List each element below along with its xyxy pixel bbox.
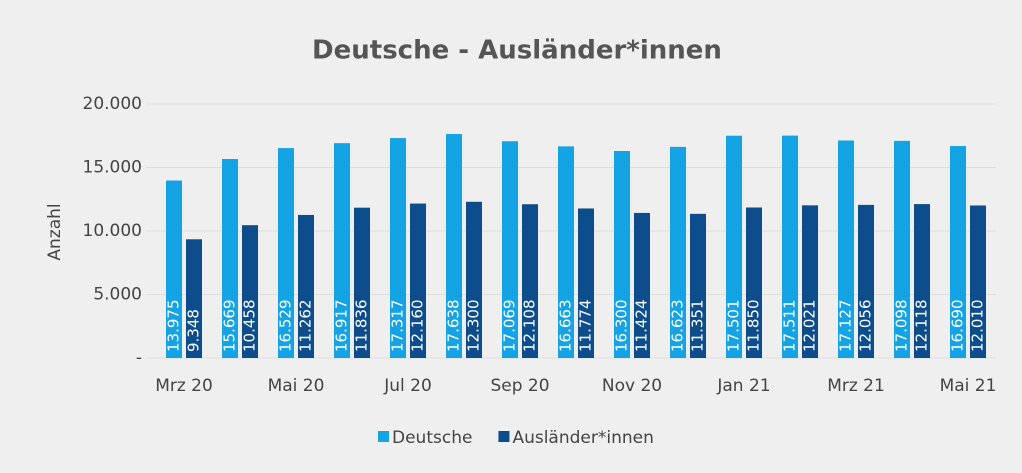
bar — [578, 208, 594, 358]
chart-title: Deutsche - Ausländer*innen — [312, 36, 722, 66]
value-label: 17.501 — [725, 300, 743, 353]
bar — [354, 207, 370, 358]
value-label: 11.351 — [689, 300, 707, 353]
bar — [746, 207, 762, 358]
value-label: 17.317 — [389, 300, 407, 353]
bar — [242, 225, 258, 358]
value-label: 13.975 — [165, 300, 183, 353]
bar — [726, 135, 742, 358]
bar — [446, 133, 462, 358]
x-tick-label: Mrz 21 — [827, 376, 885, 396]
bar — [914, 204, 930, 358]
bar — [614, 150, 630, 358]
legend-label: Ausländer*innen — [512, 428, 653, 448]
value-label: 11.774 — [577, 300, 595, 353]
x-tick-label: Mai 21 — [940, 376, 997, 396]
bar — [950, 146, 966, 358]
y-tick-label: 20.000 — [83, 94, 142, 114]
value-label: 9.348 — [185, 309, 203, 352]
bar — [166, 180, 182, 358]
bar — [894, 140, 910, 358]
legend-label: Deutsche — [392, 428, 472, 448]
value-label: 12.021 — [801, 300, 819, 353]
x-tick-label: Nov 20 — [602, 376, 662, 396]
value-label: 17.638 — [445, 300, 463, 353]
value-label: 16.623 — [669, 300, 687, 353]
y-tick-label: 5.000 — [93, 285, 142, 305]
value-label: 11.850 — [745, 300, 763, 353]
value-label: 12.108 — [521, 300, 539, 353]
bar — [838, 140, 854, 358]
x-tick-label: Jan 21 — [716, 376, 770, 396]
value-label: 10.458 — [241, 300, 259, 353]
value-label: 12.118 — [913, 300, 931, 353]
legend-swatch — [498, 431, 510, 442]
x-tick-label: Mai 20 — [268, 376, 325, 396]
y-tick-label: 15.000 — [83, 158, 142, 178]
bar — [690, 213, 706, 358]
value-label: 16.529 — [277, 300, 295, 353]
value-label: 12.056 — [857, 300, 875, 353]
bar — [970, 205, 986, 358]
value-label: 12.300 — [465, 300, 483, 353]
value-label: 17.511 — [781, 300, 799, 353]
bar — [466, 201, 482, 358]
value-label: 11.836 — [353, 300, 371, 353]
bar — [390, 138, 406, 358]
bar — [858, 204, 874, 358]
value-label: 12.160 — [409, 300, 427, 353]
bar — [278, 148, 294, 358]
value-label: 12.010 — [969, 300, 987, 353]
bar — [334, 143, 350, 358]
y-tick-label: 10.000 — [83, 221, 142, 241]
value-label: 11.262 — [297, 300, 315, 353]
value-label: 17.098 — [893, 300, 911, 353]
bar — [410, 203, 426, 358]
x-tick-label: Sep 20 — [490, 376, 549, 396]
bar — [558, 146, 574, 358]
bar — [802, 205, 818, 358]
bar — [186, 239, 202, 358]
legend-swatch — [378, 431, 389, 442]
bar — [634, 212, 650, 358]
x-tick-label: Jul 20 — [383, 376, 432, 396]
bar — [782, 135, 798, 358]
value-label: 17.127 — [837, 300, 855, 353]
value-label: 16.300 — [613, 300, 631, 353]
value-label: 16.917 — [333, 300, 351, 353]
bar — [502, 141, 518, 358]
x-tick-label: Mrz 20 — [155, 376, 213, 396]
value-label: 16.663 — [557, 300, 575, 353]
bar — [222, 159, 238, 358]
value-label: 16.690 — [949, 300, 967, 353]
value-label: 17.069 — [501, 300, 519, 353]
bar — [670, 146, 686, 358]
bar — [522, 204, 538, 358]
bar — [298, 214, 314, 358]
y-axis-label: Anzahl — [45, 203, 65, 260]
y-tick-label: - — [136, 348, 142, 368]
value-label: 11.424 — [633, 300, 651, 353]
value-label: 15.669 — [221, 300, 239, 353]
